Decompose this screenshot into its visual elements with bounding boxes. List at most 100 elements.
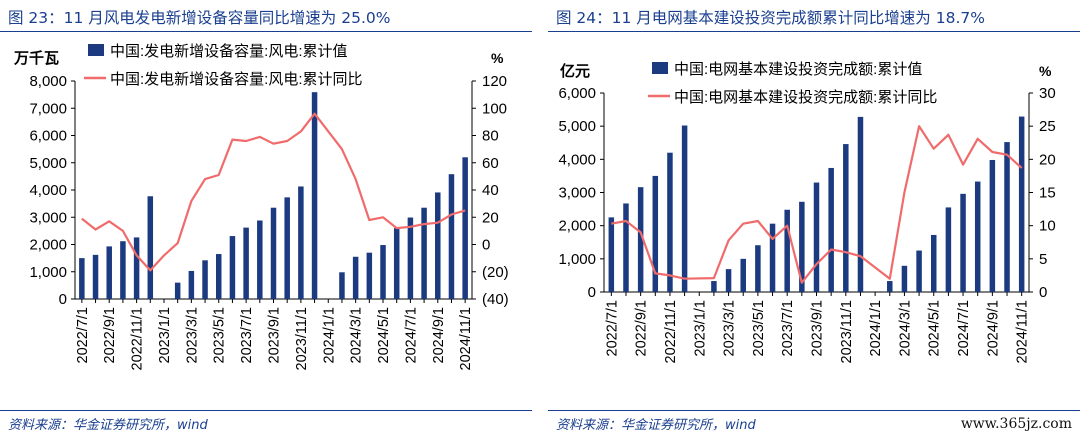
c1-right-tick-label: 40 <box>482 182 499 199</box>
c2-right-tick-label: 20 <box>1039 151 1056 168</box>
right-title-divider <box>548 31 1080 32</box>
c2-bar <box>813 182 820 292</box>
c2-right-axis-label: % <box>1039 63 1052 79</box>
c1-legend-bar-label: 中国:发电新增设备容量:风电:累计值 <box>110 43 348 60</box>
c2-bar <box>725 269 732 292</box>
right-source-divider <box>548 410 1080 411</box>
c2-bar <box>799 201 805 292</box>
c2-x-tick-label: 2023/5/1 <box>751 300 767 356</box>
c1-x-tick-label: 2022/11/1 <box>130 307 146 370</box>
c1-bar <box>147 196 154 299</box>
c1-right-tick-label: 0 <box>482 237 490 254</box>
c2-bar <box>623 203 629 292</box>
c1-legend-line-label: 中国:发电新增设备容量:风电:累计同比 <box>110 71 363 88</box>
c2-bar <box>945 207 952 292</box>
c1-x-tick-label: 2023/9/1 <box>267 307 283 363</box>
c2-bar <box>755 245 761 292</box>
c2-x-tick-label: 2023/1/1 <box>692 300 708 356</box>
c1-x-tick-label: 2024/9/1 <box>431 307 447 363</box>
c2-bar <box>901 265 908 292</box>
c1-bar <box>106 246 112 299</box>
c1-x-tick-label: 2024/3/1 <box>349 307 365 363</box>
c2-bar <box>608 217 615 292</box>
left-chart-svg: 0 1,000 2,000 3,000 4,000 5,000 6,000 7,000 8,00… <box>13 43 509 370</box>
c1-right-tick-label: 60 <box>482 155 499 172</box>
c2-x-tick-label: 2022/11/1 <box>663 300 679 363</box>
c1-left-tick-label: 5,000 <box>29 155 67 172</box>
c2-left-tick-label: 0 <box>588 284 596 301</box>
c1-right-tick-label: (20) <box>482 264 509 281</box>
c2-x-tick-label: 2023/3/1 <box>722 300 738 356</box>
c2-right-tick-label: 5 <box>1039 251 1047 268</box>
c1-bar <box>380 245 386 299</box>
c1-bar <box>393 228 400 299</box>
c1-bar <box>366 252 373 299</box>
c2-x-tick-label: 2023/7/1 <box>780 300 796 356</box>
c2-bar <box>843 144 849 292</box>
c2-x-tick-label: 2024/7/1 <box>956 300 972 356</box>
c2-bar <box>960 193 966 292</box>
c1-bar <box>133 237 140 299</box>
c1-bar <box>243 227 249 299</box>
left-source-divider <box>0 410 532 411</box>
c1-bar <box>174 282 181 299</box>
c1-bar <box>229 236 236 299</box>
c1-right-tick-label: 100 <box>482 100 507 117</box>
c1-x-tick-label: 2023/7/1 <box>239 307 255 363</box>
c1-x-tick-label: 2022/9/1 <box>102 307 118 363</box>
right-chart-title: 图 24：11 月电网基本建设投资完成额累计同比增速为 18.7% <box>556 9 985 27</box>
c1-bar <box>284 197 290 299</box>
c1-bar <box>421 207 427 299</box>
c1-x-tick-label: 2024/1/1 <box>321 307 337 363</box>
c2-bar <box>916 250 922 292</box>
right-source-text: 资料来源：华金证券研究所，wind <box>556 418 756 433</box>
c2-bar <box>681 125 688 293</box>
c1-bar <box>435 192 441 299</box>
c1-right-tick-label: 20 <box>482 209 499 226</box>
c2-bar <box>1004 142 1010 292</box>
left-chart-title: 图 23：11 月风电发电新增设备容量同比增速为 25.0% <box>8 9 391 27</box>
c2-right-tick-label: 0 <box>1039 284 1047 301</box>
c1-left-tick-label: 0 <box>59 291 67 308</box>
c2-x-tick-label: 2024/1/1 <box>868 300 884 356</box>
c2-bar <box>667 152 673 292</box>
c2-right-tick-label: 30 <box>1039 85 1056 102</box>
c1-left-tick-label: 6,000 <box>29 128 67 145</box>
c2-x-tick-label: 2023/9/1 <box>810 300 826 356</box>
right-chart-svg: 01,0002,0003,0004,0005,0006,000051015202… <box>558 61 1056 363</box>
c2-bar <box>857 116 864 292</box>
c2-bar <box>711 281 717 292</box>
c2-line-series <box>611 125 1023 284</box>
c1-left-tick-label: 3,000 <box>29 209 67 226</box>
c2-bar <box>930 234 937 292</box>
c2-x-tick-label: 2024/3/1 <box>897 300 913 356</box>
c1-line-series <box>81 112 466 272</box>
c1-left-tick-label: 1,000 <box>29 264 67 281</box>
c1-right-tick-label: 120 <box>482 73 507 90</box>
c1-left-tick-label: 2,000 <box>29 237 67 254</box>
c2-x-tick-label: 2024/5/1 <box>927 300 943 356</box>
c1-bar <box>188 270 195 299</box>
c1-x-tick-label: 2024/7/1 <box>403 307 419 363</box>
c2-bar <box>828 167 834 292</box>
c2-x-tick-label: 2022/9/1 <box>634 300 650 356</box>
c1-left-axis-label: 万千瓦 <box>13 50 59 67</box>
c2-x-tick-label: 2022/7/1 <box>604 300 620 356</box>
c1-x-tick-label: 2023/5/1 <box>212 307 228 363</box>
c2-x-tick-label: 2023/11/1 <box>839 300 855 363</box>
c1-x-tick-label: 2022/7/1 <box>75 307 91 363</box>
c2-bar <box>637 187 644 292</box>
c2-legend-line-label: 中国:电网基本建设投资完成额:累计同比 <box>674 89 937 106</box>
c1-right-tick-label: (40) <box>482 291 509 308</box>
c2-bar <box>974 181 981 292</box>
left-chart-panel: 图 23：11 月风电发电新增设备容量同比增速为 25.0% 0 1,000 2,0… <box>0 0 532 438</box>
c1-left-tick-label: 7,000 <box>29 100 67 117</box>
c1-bar <box>79 258 85 299</box>
c1-bar <box>339 272 345 299</box>
c1-bar <box>215 254 222 299</box>
c1-bar <box>270 207 277 299</box>
c2-bar <box>1018 116 1025 292</box>
left-source-text: 资料来源：华金证券研究所，wind <box>8 418 208 433</box>
c2-left-tick-label: 3,000 <box>558 185 596 202</box>
left-title-divider <box>0 31 532 32</box>
